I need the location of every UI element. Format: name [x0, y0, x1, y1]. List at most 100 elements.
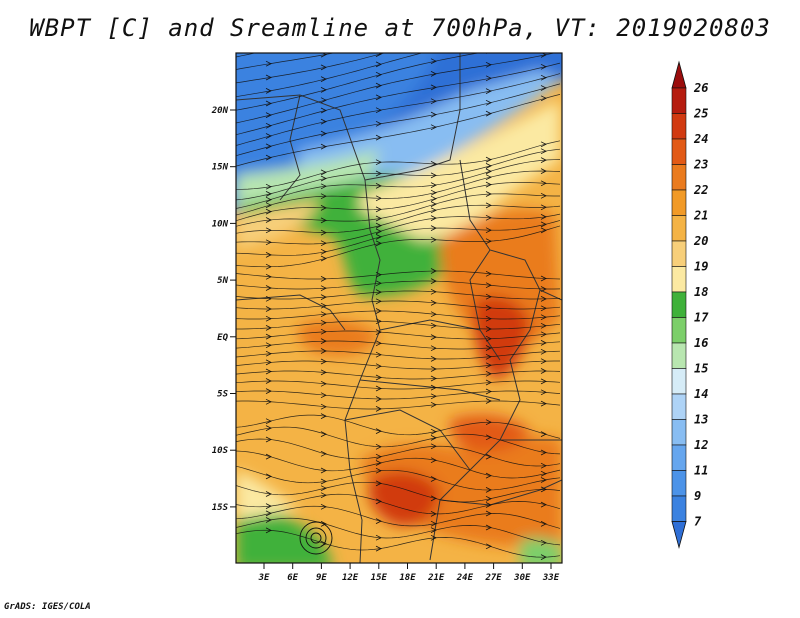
- lat-tick-label: 5N: [217, 276, 228, 286]
- streamline-arrow: [540, 63, 547, 70]
- central-east-warm: [440, 209, 560, 351]
- streamline-arrow: [540, 486, 547, 493]
- light-green-band: [236, 150, 380, 210]
- colorbar-segment: [671, 291, 687, 318]
- streamline-arrow: [430, 428, 437, 435]
- colorbar-label: 9: [694, 489, 701, 503]
- lon-tick-label: 15E: [371, 573, 388, 583]
- streamline-arrow: [375, 534, 382, 541]
- streamline-arrow: [430, 111, 437, 118]
- streamline-arrow: [485, 282, 492, 289]
- streamline-arrow: [375, 107, 382, 114]
- colorbar-segment: [671, 138, 687, 165]
- credit-text: GrADS: IGES/COLA: [4, 602, 91, 612]
- streamline: [236, 204, 561, 234]
- streamline-arrow: [376, 41, 381, 46]
- streamline-arrow: [540, 462, 547, 469]
- streamline-arrow: [430, 278, 437, 284]
- streamline-arrow: [541, 0, 546, 4]
- boundary-line: [439, 479, 562, 506]
- streamline-arrow: [320, 328, 327, 335]
- streamline-arrow: [375, 443, 382, 450]
- streamline-arrow: [430, 311, 437, 318]
- streamline-arrow: [375, 480, 382, 487]
- lon-tick-label: 27E: [484, 573, 502, 583]
- streamline-arrow: [540, 554, 547, 560]
- streamline-arrow: [265, 517, 272, 523]
- colorbar-label: 20: [693, 234, 708, 248]
- chart-title: WBPT [C] and Sreamline at 700hPa, VT: 20…: [29, 14, 771, 42]
- streamline: [236, 465, 561, 491]
- streamline-arrow: [265, 239, 272, 246]
- streamline-arrow: [375, 406, 382, 412]
- equatorial-west-warm: [298, 319, 380, 356]
- streamline-arrow: [265, 315, 272, 322]
- streamline-arrow: [540, 204, 547, 211]
- streamline-arrow: [320, 450, 327, 457]
- streamline-arrow: [485, 388, 492, 395]
- light-orange-west: [236, 200, 320, 250]
- streamline-arrow: [375, 351, 382, 358]
- streamline-arrow: [375, 396, 382, 402]
- streamline-arrow: [375, 120, 382, 127]
- streamline: [236, 390, 561, 400]
- streamline: [236, 340, 561, 350]
- streamline: [236, 53, 423, 98]
- streamline-arrow: [320, 130, 327, 137]
- streamline-arrow: [540, 358, 547, 365]
- streamline-arrow: [265, 100, 272, 107]
- streamline-arrow: [265, 333, 272, 340]
- colorbar-label: 12: [694, 438, 708, 452]
- streamline-arrow: [485, 270, 492, 277]
- streamline-arrow: [265, 473, 272, 480]
- streamline: [236, 94, 561, 167]
- lon-tick-label: 33E: [542, 573, 560, 583]
- streamline-arrow: [375, 498, 382, 505]
- streamline: [236, 380, 561, 390]
- streamline-arrow: [486, 23, 491, 28]
- longitude-axis: 3E 6E 9E 12E 15E 18E 21E 24E 27E 30E 33E: [258, 563, 560, 583]
- streamline-arrow: [485, 181, 492, 188]
- streamline-arrow: [540, 141, 547, 148]
- streamline-arrow: [375, 94, 382, 101]
- streamline-arrow: [265, 398, 272, 405]
- streamline-arrow: [485, 495, 492, 502]
- streamline-arrow: [485, 335, 492, 342]
- streamline-arrow: [320, 403, 327, 410]
- streamline-arrow: [320, 240, 327, 247]
- colorbar-label: 11: [694, 464, 708, 478]
- streamline: [236, 270, 561, 280]
- streamline-arrow: [485, 353, 492, 360]
- cyclone-swirl: [299, 521, 333, 555]
- streamline-arrow: [375, 61, 382, 68]
- streamline-arrow: [430, 356, 437, 362]
- lat-tick-label: 5S: [217, 390, 228, 400]
- streamline: [236, 53, 556, 124]
- streamline-arrow: [265, 295, 272, 302]
- streamline-arrow: [430, 225, 437, 231]
- streamline: [236, 83, 561, 157]
- streamline-arrow: [486, 11, 491, 16]
- streamline-arrow: [375, 385, 382, 392]
- streamline: [236, 320, 561, 330]
- streamline-arrow: [485, 305, 492, 311]
- streamline-arrow: [320, 431, 327, 437]
- streamline-arrow: [540, 322, 547, 329]
- streamline-arrow: [265, 74, 272, 81]
- streamline-arrow: [320, 492, 327, 499]
- colorbar-segment: [671, 164, 687, 191]
- streamline-arrow: [540, 331, 547, 338]
- streamline-arrow: [540, 470, 547, 477]
- streamlines: [236, 0, 561, 560]
- colorbar-segment: [671, 87, 687, 114]
- streamline-arrow: [485, 362, 492, 369]
- streamline-arrow: [320, 118, 327, 125]
- streamline-arrow: [375, 374, 382, 381]
- streamline-arrow: [320, 205, 327, 211]
- streamline: [236, 529, 561, 558]
- streamline-arrow: [430, 334, 437, 340]
- streamline-arrow: [265, 202, 272, 209]
- streamline: [236, 505, 561, 529]
- colorbar-label: 17: [694, 311, 709, 325]
